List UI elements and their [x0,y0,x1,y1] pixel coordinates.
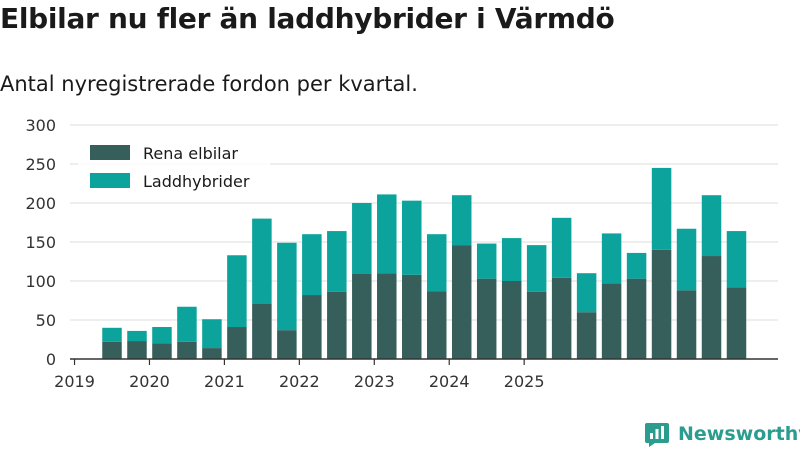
bar-laddhybrider-3 [152,327,172,344]
y-tick-label: 300 [25,116,56,135]
bar-laddhybrider-18 [526,245,547,292]
bar-rena-elbilar-2 [127,341,147,359]
y-tick-label: 100 [25,272,56,291]
bar-laddhybrider-5 [202,319,222,349]
bar-rena-elbilar-13 [402,274,422,359]
bar-rena-elbilar-4 [177,341,197,359]
bar-laddhybrider-7 [252,218,272,304]
bar-laddhybrider-2 [127,330,147,342]
bar-rena-elbilar-5 [202,348,222,359]
bar-rena-elbilar-12 [377,273,397,359]
bars [102,167,747,359]
y-tick-label: 50 [36,311,56,330]
bar-laddhybrider-16 [476,243,497,279]
bar-laddhybrider-9 [302,234,322,296]
bar-laddhybrider-12 [377,194,397,274]
bar-laddhybrider-10 [327,231,347,292]
bar-laddhybrider-1 [102,327,122,342]
legend: Rena elbilar Laddhybrider [78,137,270,195]
bar-laddhybrider-8 [277,242,297,331]
bar-laddhybrider-15 [451,195,472,246]
chart-title: Elbilar nu fler än laddhybrider i Värmdö [0,2,615,35]
bar-rena-elbilar-23 [651,249,672,359]
bar-rena-elbilar-7 [252,303,272,359]
bar-laddhybrider-11 [352,203,372,274]
bar-laddhybrider-14 [426,234,447,292]
bar-rena-elbilar-6 [227,327,247,359]
bar-laddhybrider-23 [651,167,672,250]
y-tick-label: 0 [46,350,56,369]
bar-rena-elbilar-18 [526,291,547,359]
bar-rena-elbilar-19 [551,277,572,359]
bar-rena-elbilar-15 [451,245,472,359]
x-axis: 2019 2020 2021 2022 2023 2024 2025 [54,358,778,391]
legend-label: Laddhybrider [143,172,250,191]
legend-swatch-laddhybrider [90,173,130,188]
x-tick-label: 2023 [354,372,395,391]
bar-rena-elbilar-20 [576,312,597,359]
bar-laddhybrider-13 [402,200,422,275]
x-tick-label: 2019 [54,372,95,391]
bar-laddhybrider-19 [551,217,572,278]
chart-subtitle: Antal nyregistrerade fordon per kvartal. [0,72,418,96]
bar-laddhybrider-17 [501,238,522,281]
y-axis: 0 50 100 150 200 250 300 [25,116,56,369]
bar-rena-elbilar-25 [701,256,722,359]
bar-rena-elbilar-8 [277,330,297,359]
bar-laddhybrider-20 [576,273,597,313]
bar-rena-elbilar-24 [676,290,697,359]
x-tick-label: 2022 [279,372,320,391]
bar-laddhybrider-24 [676,228,697,291]
brand-name: Newsworthy [678,423,800,445]
brand: Newsworthy [644,420,800,448]
bar-rena-elbilar-9 [302,295,322,359]
y-tick-label: 200 [25,194,56,213]
bar-rena-elbilar-21 [601,283,622,359]
bar-rena-elbilar-1 [102,341,122,359]
legend-label: Rena elbilar [143,144,238,163]
newsworthy-logo-icon [645,423,669,447]
x-tick-label: 2025 [504,372,545,391]
bar-rena-elbilar-10 [327,291,347,359]
bar-laddhybrider-4 [177,306,197,342]
x-tick-label: 2020 [129,372,170,391]
bar-laddhybrider-22 [626,252,647,279]
x-tick-label: 2024 [429,372,470,391]
x-tick-label: 2021 [204,372,245,391]
bar-rena-elbilar-16 [476,278,497,359]
bar-laddhybrider-25 [701,195,722,257]
bar-laddhybrider-6 [227,255,247,328]
bar-rena-elbilar-22 [626,278,647,359]
bar-rena-elbilar-14 [426,291,447,359]
bar-rena-elbilar-26 [726,287,747,359]
bar-rena-elbilar-3 [152,343,172,359]
legend-swatch-rena-elbilar [90,145,130,160]
y-tick-label: 150 [25,233,56,252]
bar-rena-elbilar-11 [352,273,372,359]
bar-rena-elbilar-17 [501,281,522,359]
y-tick-label: 250 [25,155,56,174]
bar-laddhybrider-21 [601,233,622,284]
bar-laddhybrider-26 [726,231,747,288]
